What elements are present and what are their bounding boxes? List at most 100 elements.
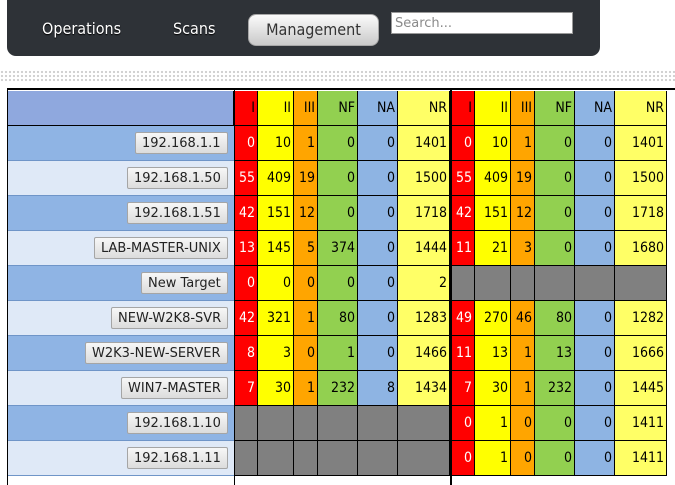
value-cell: 0 — [511, 406, 535, 441]
value-cell: 0 — [318, 126, 358, 161]
column-header-a-nf[interactable]: NF — [318, 91, 358, 126]
value-cell: 13 — [535, 336, 575, 371]
value-cell — [234, 441, 258, 476]
column-header-a-iii[interactable]: III — [294, 91, 318, 126]
value-cell: 0 — [535, 406, 575, 441]
value-cell: 1 — [294, 371, 318, 406]
value-cell: 0 — [511, 441, 535, 476]
value-cell: 1466 — [398, 336, 450, 371]
target-header-area — [7, 91, 234, 126]
column-header-a-i[interactable]: I — [234, 91, 258, 126]
value-cell: 1434 — [398, 371, 450, 406]
value-cell: 0 — [575, 301, 615, 336]
value-cell: 0 — [234, 126, 258, 161]
value-cell: 19 — [294, 161, 318, 196]
target-button[interactable]: NEW-W2K8-SVR — [111, 307, 229, 329]
value-cell: 0 — [535, 231, 575, 266]
column-header-a-ii[interactable]: II — [258, 91, 294, 126]
value-cell: 0 — [258, 266, 294, 301]
value-cell: 13 — [234, 231, 258, 266]
value-cell: 0 — [451, 406, 475, 441]
value-cell — [535, 266, 575, 301]
value-cell: 1718 — [398, 196, 450, 231]
value-cell: 7 — [451, 371, 475, 406]
value-cell: 80 — [318, 301, 358, 336]
value-cell: 0 — [575, 196, 615, 231]
value-cell: 13 — [475, 336, 511, 371]
value-cell: 1 — [475, 441, 511, 476]
nav-management[interactable]: Management — [248, 14, 379, 46]
value-cell: 8 — [358, 371, 398, 406]
target-button[interactable]: LAB-MASTER-UNIX — [94, 237, 228, 259]
column-header-a-nr[interactable]: NR — [398, 91, 450, 126]
column-header-b-na[interactable]: NA — [575, 91, 615, 126]
grid-top-border — [7, 88, 675, 90]
column-header-b-ii[interactable]: II — [475, 91, 511, 126]
target-button[interactable]: WIN7-MASTER — [121, 377, 228, 399]
value-cell: 0 — [575, 371, 615, 406]
value-cell: 0 — [358, 266, 398, 301]
value-cell: 0 — [358, 231, 398, 266]
value-cell: 1 — [511, 126, 535, 161]
value-cell: 1 — [475, 406, 511, 441]
target-button[interactable]: 192.168.1.1 — [135, 132, 228, 154]
value-cell: 1401 — [615, 126, 667, 161]
value-cell: 0 — [575, 441, 615, 476]
value-cell: 0 — [358, 196, 398, 231]
value-cell — [451, 266, 475, 301]
search-input[interactable] — [391, 12, 573, 34]
target-button[interactable]: 192.168.1.11 — [127, 447, 228, 469]
target-button[interactable]: W2K3-NEW-SERVER — [85, 342, 228, 364]
value-cell: 1666 — [615, 336, 667, 371]
value-cell: 49 — [451, 301, 475, 336]
column-header-b-nf[interactable]: NF — [535, 91, 575, 126]
nav-scans[interactable]: Scans — [173, 19, 216, 38]
value-cell — [615, 266, 667, 301]
value-cell: 0 — [451, 441, 475, 476]
value-cell: 30 — [475, 371, 511, 406]
value-cell — [318, 406, 358, 441]
value-cell: 1411 — [615, 441, 667, 476]
nav-operations[interactable]: Operations — [42, 19, 122, 38]
value-cell: 151 — [475, 196, 511, 231]
value-cell — [511, 266, 535, 301]
value-cell: 0 — [294, 336, 318, 371]
target-button[interactable]: 192.168.1.51 — [127, 202, 228, 224]
column-header-b-iii[interactable]: III — [511, 91, 535, 126]
column-header-b-nr[interactable]: NR — [615, 91, 667, 126]
value-cell: 30 — [258, 371, 294, 406]
value-cell: 0 — [575, 231, 615, 266]
value-cell: 270 — [475, 301, 511, 336]
value-cell: 1718 — [615, 196, 667, 231]
value-cell — [358, 406, 398, 441]
value-cell: 232 — [318, 371, 358, 406]
value-cell: 409 — [475, 161, 511, 196]
value-cell: 0 — [318, 196, 358, 231]
value-cell — [294, 441, 318, 476]
grid-separator — [451, 88, 452, 485]
value-cell: 11 — [451, 231, 475, 266]
value-cell: 1500 — [398, 161, 450, 196]
value-cell: 55 — [451, 161, 475, 196]
value-cell: 42 — [234, 196, 258, 231]
target-button[interactable]: 192.168.1.10 — [127, 412, 228, 434]
value-cell: 1 — [511, 371, 535, 406]
value-cell: 0 — [358, 126, 398, 161]
value-cell: 10 — [475, 126, 511, 161]
value-cell: 1283 — [398, 301, 450, 336]
value-cell: 0 — [358, 301, 398, 336]
value-cell: 0 — [575, 161, 615, 196]
value-cell: 232 — [535, 371, 575, 406]
target-button[interactable]: New Target — [141, 272, 228, 294]
column-header-a-na[interactable]: NA — [358, 91, 398, 126]
value-cell: 0 — [358, 161, 398, 196]
grid-separator — [450, 88, 451, 485]
target-button[interactable]: 192.168.1.50 — [127, 167, 228, 189]
value-cell: 42 — [451, 196, 475, 231]
value-cell: 1 — [318, 336, 358, 371]
value-cell: 0 — [451, 126, 475, 161]
column-header-b-i[interactable]: I — [451, 91, 475, 126]
value-cell: 0 — [575, 336, 615, 371]
value-cell: 0 — [318, 266, 358, 301]
value-cell — [258, 406, 294, 441]
